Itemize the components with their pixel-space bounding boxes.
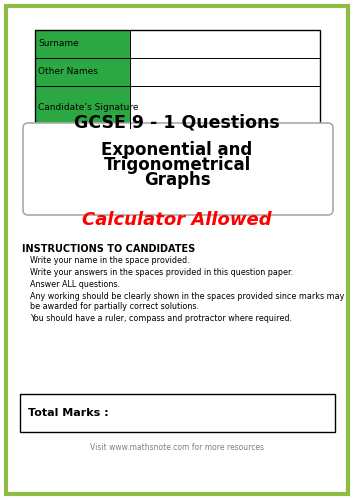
Text: Trigonometrical: Trigonometrical <box>103 156 251 174</box>
Bar <box>130 86 320 128</box>
Text: Calculator Allowed: Calculator Allowed <box>82 211 272 229</box>
FancyBboxPatch shape <box>23 123 333 215</box>
Text: be awarded for partially correct solutions.: be awarded for partially correct solutio… <box>30 302 199 311</box>
Text: Any working should be clearly shown in the spaces provided since marks may: Any working should be clearly shown in t… <box>30 292 344 301</box>
Text: Write your name in the space provided.: Write your name in the space provided. <box>30 256 190 265</box>
Text: Write your answers in the spaces provided in this question paper.: Write your answers in the spaces provide… <box>30 268 293 277</box>
Text: GCSE 9 - 1 Questions: GCSE 9 - 1 Questions <box>74 114 280 132</box>
Text: You should have a ruler, compass and protractor where required.: You should have a ruler, compass and pro… <box>30 314 292 323</box>
Text: Surname: Surname <box>38 40 79 48</box>
Text: Candidate’s Signature: Candidate’s Signature <box>38 102 138 112</box>
Text: Exponential and: Exponential and <box>101 141 253 159</box>
Bar <box>35 30 130 58</box>
Text: INSTRUCTIONS TO CANDIDATES: INSTRUCTIONS TO CANDIDATES <box>22 244 195 254</box>
Bar <box>35 86 130 128</box>
Bar <box>20 394 335 432</box>
Text: Visit www.mathsnote.com for more resources: Visit www.mathsnote.com for more resourc… <box>90 444 264 452</box>
Text: Total Marks :: Total Marks : <box>28 408 109 418</box>
Bar <box>130 58 320 86</box>
Text: Graphs: Graphs <box>144 171 210 189</box>
Text: Other Names: Other Names <box>38 68 98 76</box>
Bar <box>130 30 320 58</box>
Bar <box>35 58 130 86</box>
Text: Answer ALL questions.: Answer ALL questions. <box>30 280 120 289</box>
Bar <box>35 30 320 128</box>
